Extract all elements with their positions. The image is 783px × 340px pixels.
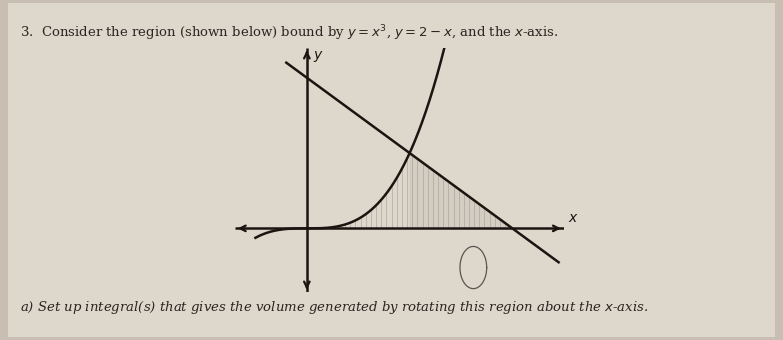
Text: a) Set up integral(s) that gives the volume generated by rotating this region ab: a) Set up integral(s) that gives the vol… (20, 299, 648, 316)
Text: $y$: $y$ (313, 49, 323, 64)
Text: 3.  Consider the region (shown below) bound by $y = x^3$, $y = 2-x$, and the $x$: 3. Consider the region (shown below) bou… (20, 24, 558, 44)
Text: $x$: $x$ (568, 211, 579, 225)
